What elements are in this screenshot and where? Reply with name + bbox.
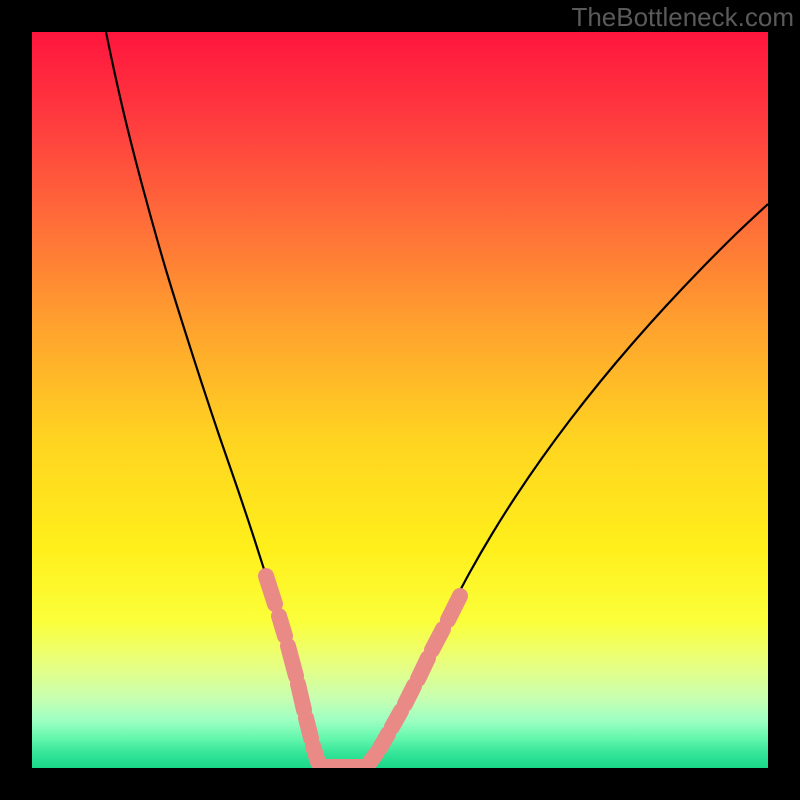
plot-area	[32, 32, 768, 768]
marker-segment	[380, 734, 388, 748]
marker-segment	[432, 629, 443, 650]
marker-segment	[279, 616, 285, 636]
marker-segment	[313, 746, 318, 762]
marker-segment	[266, 576, 275, 604]
bottleneck-curve	[106, 32, 768, 768]
marker-segment	[405, 686, 414, 704]
marker-segment	[298, 684, 304, 710]
marker-segment	[370, 754, 376, 762]
marker-segment	[392, 711, 401, 727]
marker-segment	[418, 658, 428, 679]
marker-segment	[306, 718, 311, 738]
marker-segment	[448, 596, 460, 620]
chart-svg	[32, 32, 768, 768]
marker-segment	[288, 646, 296, 676]
watermark-text: TheBottleneck.com	[571, 2, 794, 33]
